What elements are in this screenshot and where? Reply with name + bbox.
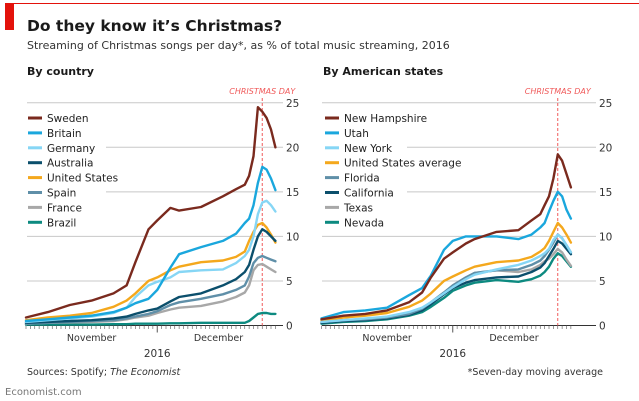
panel-title-country: By country [27, 65, 94, 78]
series-line-britain [24, 165, 277, 323]
x-tick-label-november: November [67, 333, 117, 344]
legend-label: California [344, 188, 394, 200]
x-tick-label-november: November [362, 333, 412, 344]
legend-label: Brazil [47, 217, 76, 229]
x-year-label: 2016 [439, 348, 466, 360]
x-year-label: 2016 [144, 348, 171, 360]
y-tick-label: 20 [286, 142, 299, 154]
x-tick-label-december: December [489, 333, 538, 344]
footnote: *Seven-day moving average [468, 367, 603, 378]
economist-logo[interactable]: Economist.com [5, 387, 82, 398]
christmas-day-label: CHRISTMAS DAY [525, 87, 592, 96]
y-tick-label: 15 [286, 187, 299, 199]
legend-label: New Hampshire [344, 113, 427, 125]
chart-subtitle: Streaming of Christmas songs per day*, a… [27, 39, 450, 52]
legend-label: New York [344, 143, 393, 155]
country-chart: 0 5 10 15 20 25 November December 2016 CHRISTMAS … [24, 87, 299, 360]
y-tick-label: 5 [286, 276, 293, 288]
y-tick-label: 15 [599, 187, 612, 199]
y-tick-label: 10 [599, 231, 612, 243]
source-note: Sources: Spotify; The Economist [27, 367, 181, 378]
source-text: Sources: Spotify; [27, 367, 110, 378]
series-line-united-states [24, 221, 277, 322]
panel-title-states: By American states [323, 65, 444, 78]
series-line-new-hampshire [320, 153, 573, 321]
y-tick-label: 0 [599, 321, 606, 333]
legend-label: Germany [47, 143, 95, 155]
x-tick-label-december: December [194, 333, 243, 344]
legend-label: United States average [344, 158, 461, 170]
chart-title: Do they know it’s Christmas? [27, 17, 282, 35]
legend-label: France [47, 202, 82, 214]
legend-label: Nevada [344, 217, 384, 229]
y-tick-label: 10 [286, 231, 299, 243]
series-line-united-states-average [320, 221, 573, 322]
legend-label: Utah [344, 128, 369, 140]
y-tick-label: 0 [286, 321, 293, 333]
y-tick-label: 5 [599, 276, 606, 288]
y-tick-label: 25 [599, 98, 612, 110]
christmas-day-label: CHRISTMAS DAY [229, 87, 296, 96]
legend-label: United States [47, 173, 118, 185]
red-tag [5, 3, 14, 30]
legend-label: Spain [47, 188, 76, 200]
series-line-france [24, 262, 277, 325]
legend-label: Britain [47, 128, 82, 140]
series-line-brazil [24, 311, 277, 326]
legend-label: Australia [47, 158, 93, 170]
series-line-spain [24, 254, 277, 325]
y-tick-label: 20 [599, 142, 612, 154]
series-line-new-york [320, 233, 573, 324]
series-line-sweden [24, 105, 277, 319]
states-chart: 0 5 10 15 20 25 November December 2016 CHRISTMAS … [320, 87, 612, 360]
source-italic: The Economist [110, 367, 181, 378]
legend-label: Florida [344, 173, 380, 185]
legend-label: Texas [343, 202, 373, 214]
legend-label: Sweden [47, 113, 89, 125]
y-tick-label: 25 [286, 98, 299, 110]
series-line-australia [24, 228, 277, 324]
